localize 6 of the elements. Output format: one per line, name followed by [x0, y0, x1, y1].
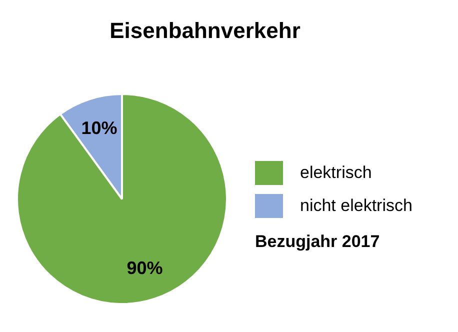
legend-label: nicht elektrisch [300, 196, 412, 216]
chart-title: Eisenbahnverkehr [108, 18, 302, 44]
text: Bezugjahr 2017 [255, 232, 380, 252]
data-label: 10% [81, 118, 118, 138]
data-label: 90% [126, 258, 163, 278]
legend-label: elektrisch [300, 162, 372, 182]
